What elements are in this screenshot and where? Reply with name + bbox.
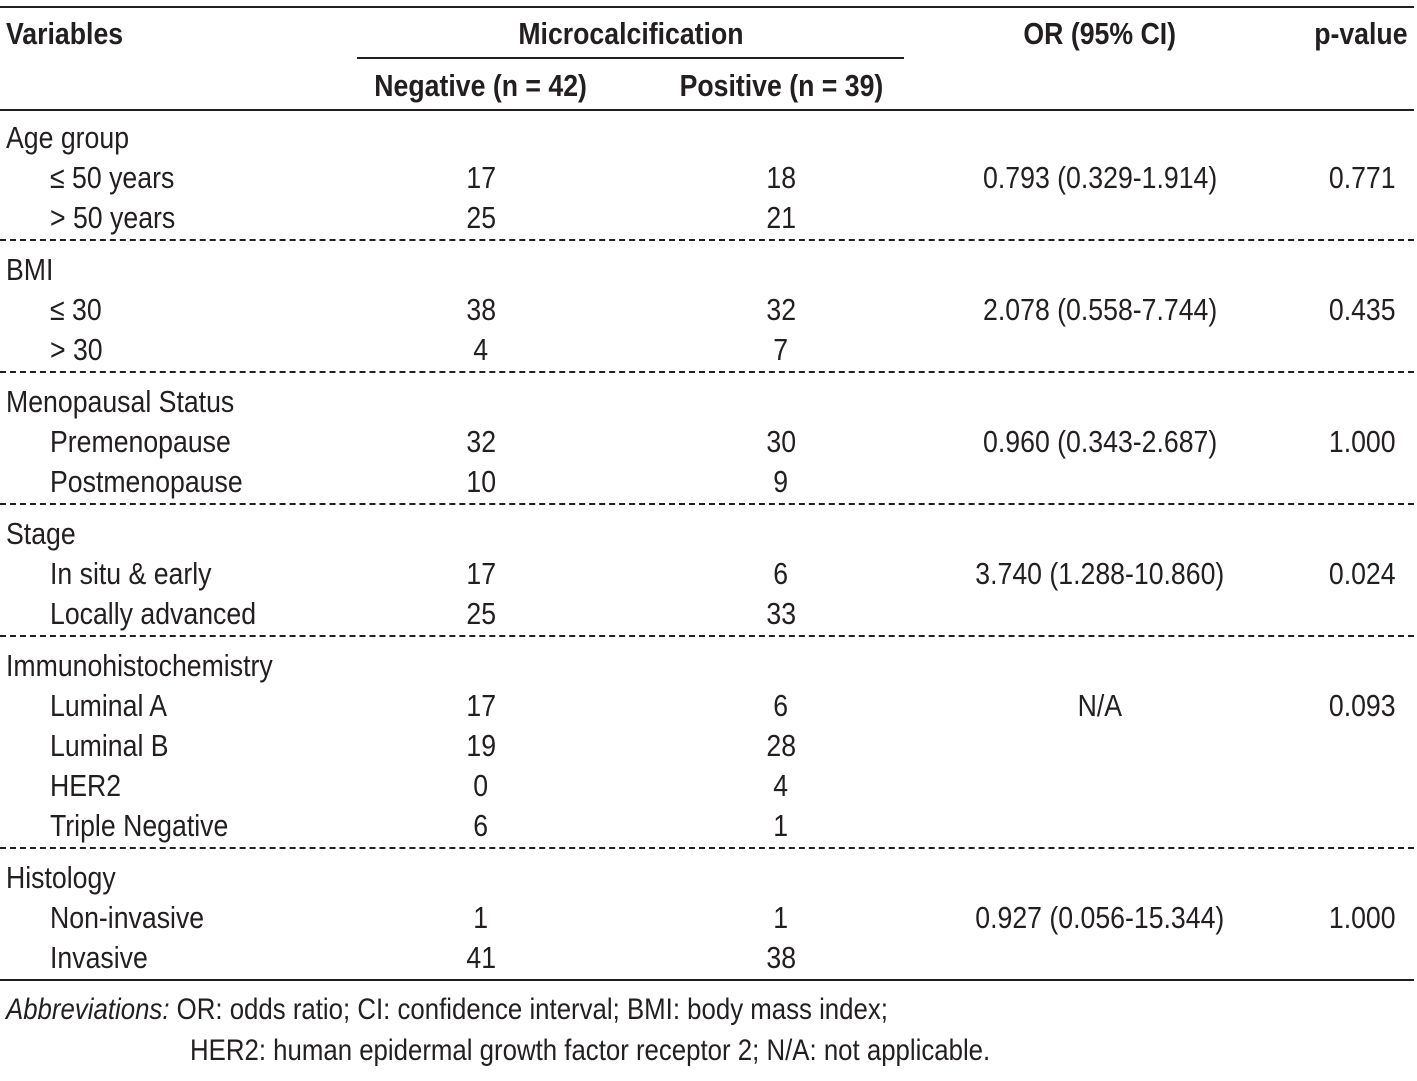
row-label: HER2: [50, 768, 122, 803]
positive-count: 21: [766, 200, 796, 235]
negative-count: 17: [466, 688, 496, 723]
row-label: Postmenopause: [50, 464, 243, 499]
negative-count: 38: [466, 292, 496, 327]
row-label: ≤ 30: [50, 292, 102, 327]
odds-ratio-ci: 0.927 (0.056-15.344): [975, 900, 1225, 935]
row-label: Triple Negative: [50, 808, 229, 843]
negative-count: 41: [466, 940, 496, 975]
negative-count: 4: [473, 332, 489, 367]
row-label: Premenopause: [50, 424, 231, 459]
odds-ratio-ci: 0.960 (0.343-2.687): [982, 424, 1218, 459]
p-value: 1.000: [1329, 424, 1396, 459]
abbreviations-footnote-line-2: HER2: human epidermal growth factor rece…: [190, 1031, 1120, 1071]
table-bottom-rule: [0, 979, 1414, 981]
negative-count: 10: [466, 464, 496, 499]
group-separator: [0, 847, 1414, 849]
group-label: BMI: [6, 252, 54, 287]
row-label: > 50 years: [50, 200, 176, 235]
negative-count: 32: [466, 424, 496, 459]
positive-count: 38: [766, 940, 796, 975]
p-value: 0.435: [1329, 292, 1396, 327]
footnote-prefix: Abbreviations:: [6, 993, 170, 1026]
row-label: Invasive: [50, 940, 148, 975]
header-or-ci: OR (95% CI): [1023, 16, 1177, 51]
positive-count: 6: [773, 688, 789, 723]
header-microcalcification: Microcalcification: [517, 16, 744, 51]
group-separator: [0, 503, 1414, 505]
negative-count: 6: [473, 808, 489, 843]
row-label: ≤ 50 years: [50, 160, 175, 195]
header-positive: Positive (n = 39): [679, 68, 883, 103]
table-top-rule: [0, 6, 1414, 8]
negative-count: 25: [466, 596, 496, 631]
group-label: Stage: [6, 516, 76, 551]
p-value: 0.093: [1329, 688, 1396, 723]
p-value: 1.000: [1329, 900, 1396, 935]
group-separator: [0, 239, 1414, 241]
header-negative: Negative (n = 42): [374, 68, 588, 103]
negative-count: 19: [466, 728, 496, 763]
group-label: Histology: [6, 860, 116, 895]
p-value: 0.024: [1329, 556, 1396, 591]
odds-ratio-ci: 0.793 (0.329-1.914): [982, 160, 1218, 195]
abbreviations-footnote: Abbreviations: OR: odds ratio; CI: confi…: [6, 990, 1032, 1030]
positive-count: 33: [766, 596, 796, 631]
negative-count: 0: [473, 768, 489, 803]
row-label: Luminal B: [50, 728, 169, 763]
footnote-line-2: HER2: human epidermal growth factor rece…: [190, 1034, 991, 1067]
negative-count: 25: [466, 200, 496, 235]
negative-count: 17: [466, 160, 496, 195]
positive-count: 1: [773, 900, 789, 935]
footnote-line-1: OR: odds ratio; CI: confidence interval;…: [176, 993, 888, 1026]
row-label: Non-invasive: [50, 900, 205, 935]
odds-ratio-ci: N/A: [1077, 688, 1123, 723]
positive-count: 1: [773, 808, 789, 843]
positive-count: 9: [773, 464, 789, 499]
row-label: > 30: [50, 332, 103, 367]
group-separator: [0, 371, 1414, 373]
header-bottom-rule: [0, 109, 1414, 111]
positive-count: 32: [766, 292, 796, 327]
odds-ratio-ci: 3.740 (1.288-10.860): [975, 556, 1225, 591]
row-label: Locally advanced: [50, 596, 257, 631]
header-pvalue: p-value: [1314, 16, 1408, 51]
negative-count: 1: [473, 900, 489, 935]
header-variables: Variables: [6, 16, 124, 51]
microcalcification-spanner-rule: [357, 57, 904, 59]
positive-count: 30: [766, 424, 796, 459]
group-separator: [0, 635, 1414, 637]
odds-ratio-ci: 2.078 (0.558-7.744): [982, 292, 1218, 327]
group-label: Age group: [6, 120, 130, 155]
row-label: In situ & early: [50, 556, 212, 591]
positive-count: 28: [766, 728, 796, 763]
group-label: Menopausal Status: [6, 384, 235, 419]
p-value: 0.771: [1329, 160, 1396, 195]
positive-count: 18: [766, 160, 796, 195]
positive-count: 7: [773, 332, 789, 367]
positive-count: 4: [773, 768, 789, 803]
row-label: Luminal A: [50, 688, 168, 723]
group-label: Immunohistochemistry: [6, 648, 273, 683]
positive-count: 6: [773, 556, 789, 591]
negative-count: 17: [466, 556, 496, 591]
